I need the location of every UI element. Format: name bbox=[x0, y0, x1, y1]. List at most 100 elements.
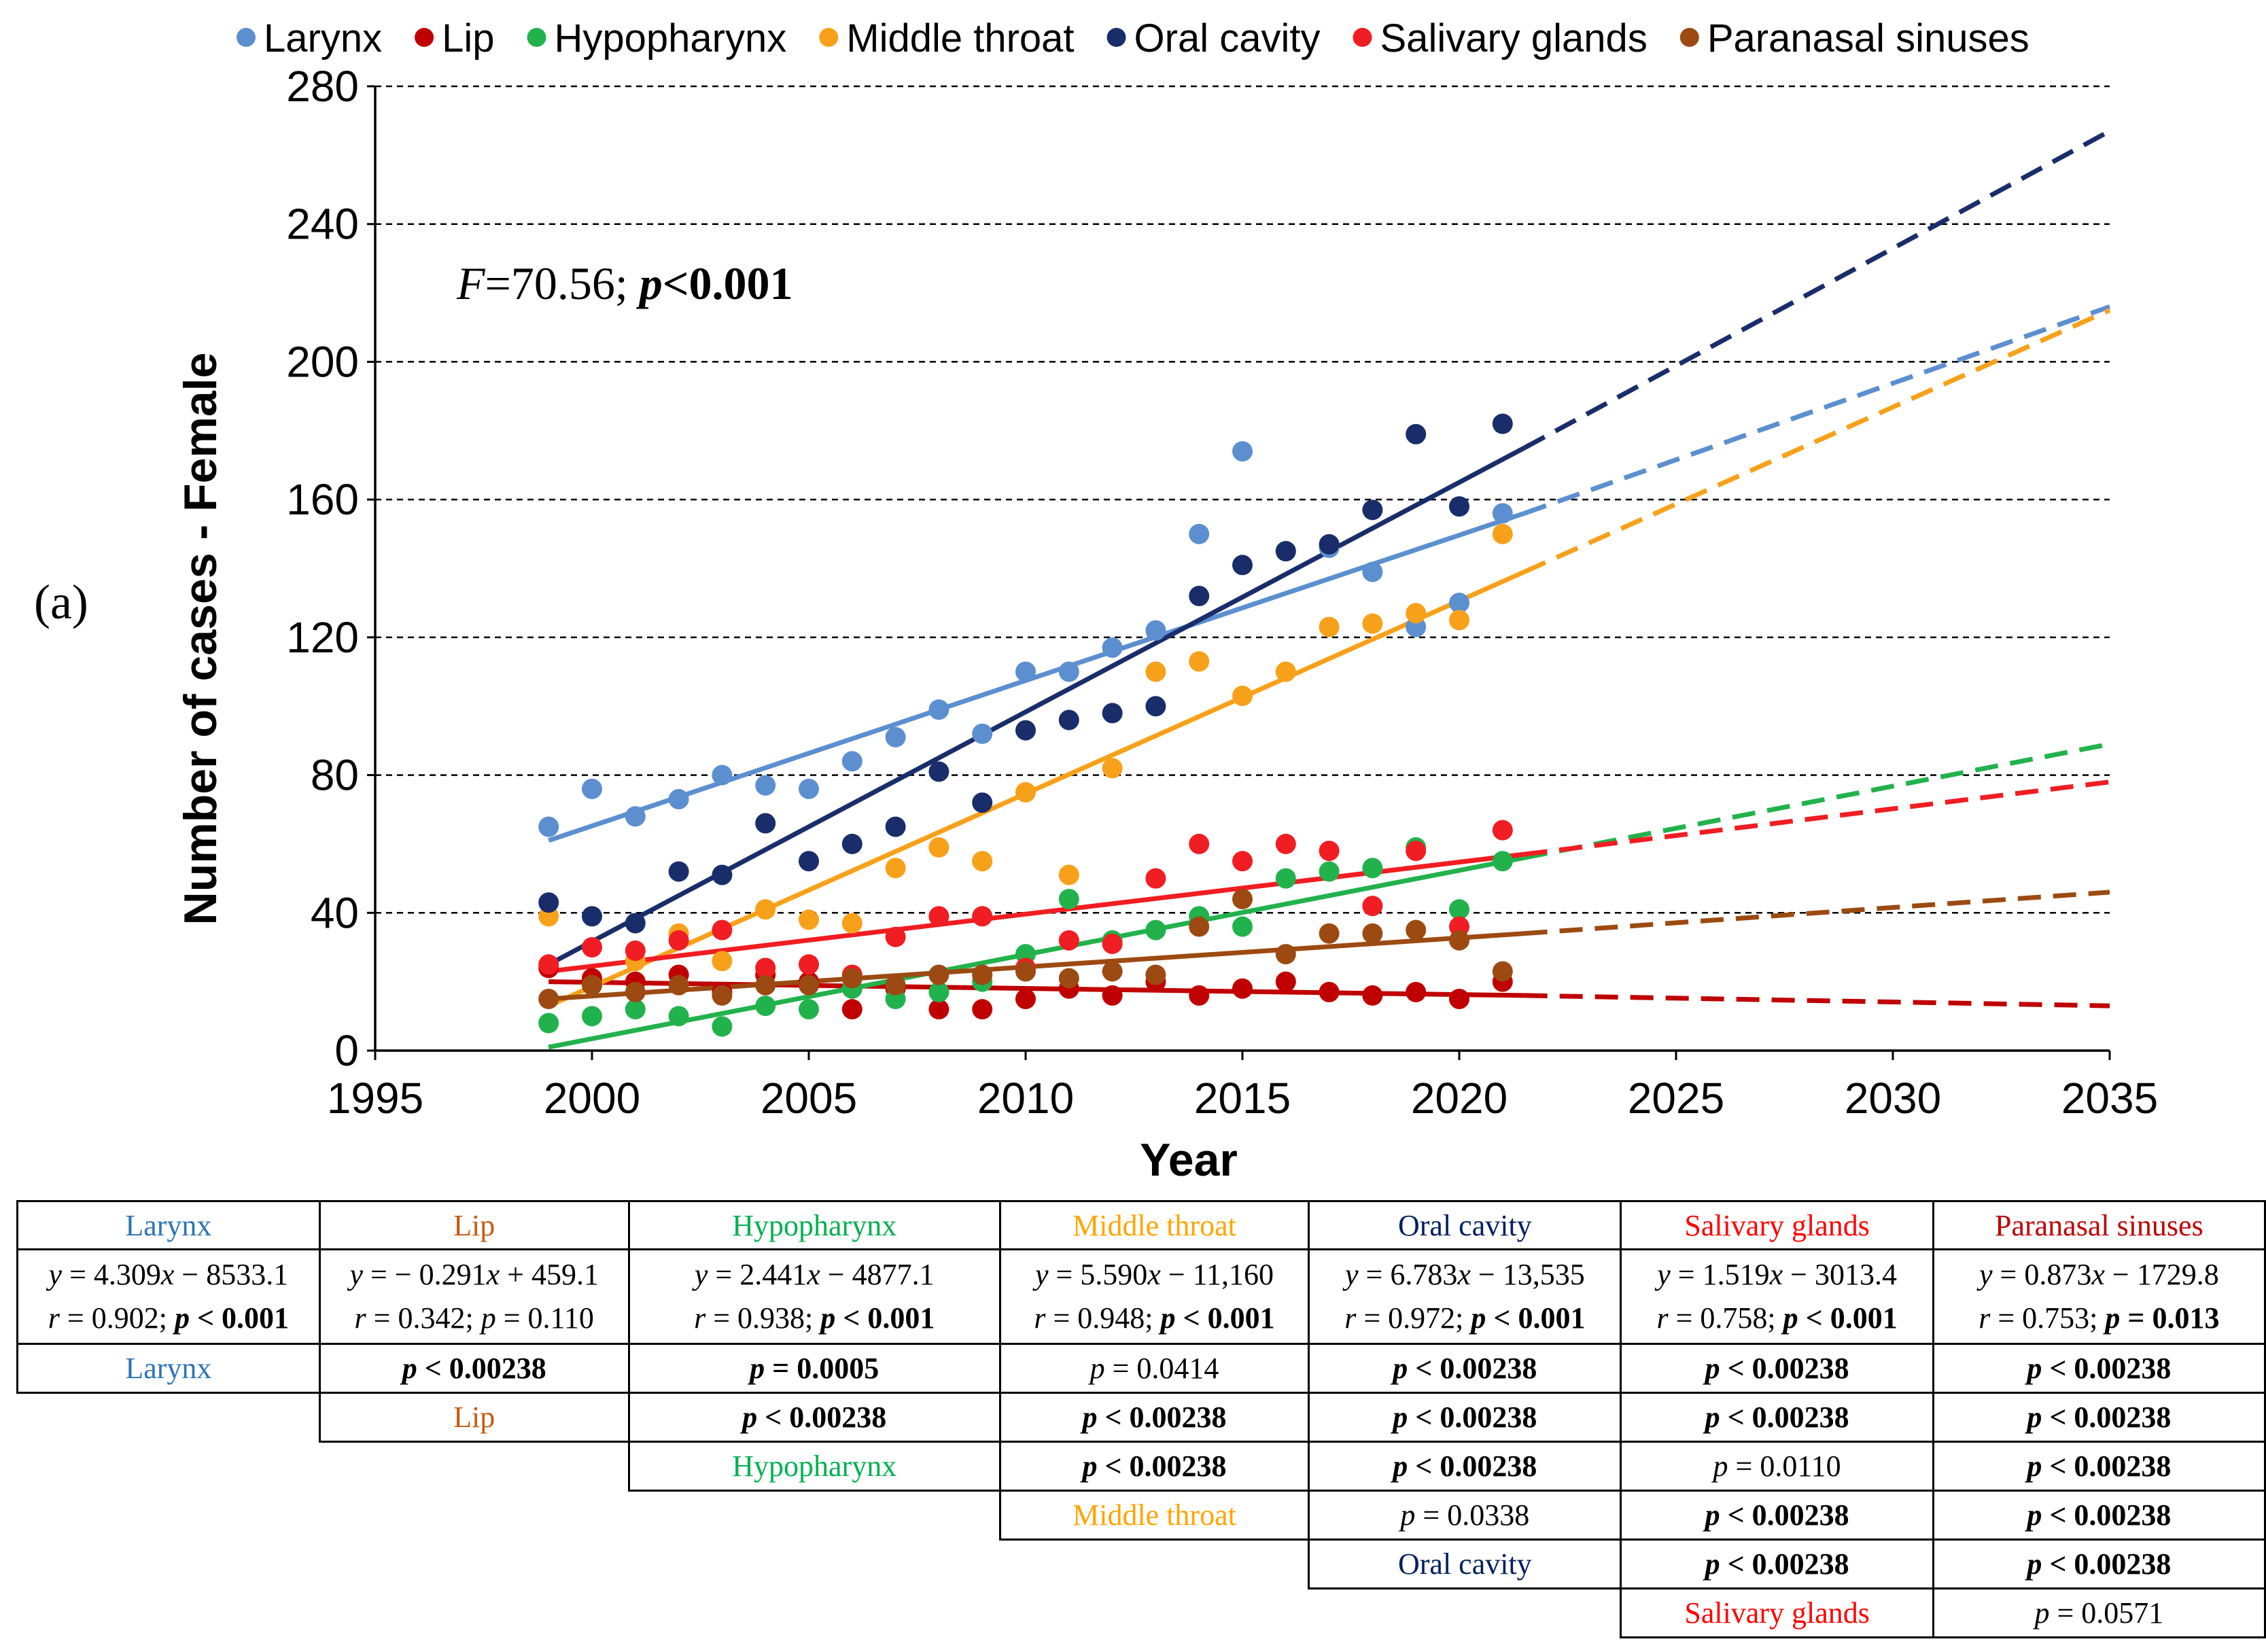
point-oral-cavity bbox=[885, 816, 906, 837]
point-lip bbox=[972, 999, 993, 1020]
p-value-cell: p < 0.00238 bbox=[1308, 1441, 1622, 1492]
point-paranasal-sinuses bbox=[712, 985, 733, 1006]
point-middle-throat bbox=[885, 858, 906, 879]
comparison-label-salivary-glands: Salivary glands bbox=[1620, 1587, 1934, 1638]
point-salivary-glands bbox=[1406, 841, 1427, 862]
point-middle-throat bbox=[799, 909, 819, 930]
point-hypopharynx bbox=[928, 981, 949, 1002]
point-paranasal-sinuses bbox=[928, 964, 949, 985]
point-paranasal-sinuses bbox=[885, 974, 906, 996]
legend-marker-salivary-glands bbox=[1353, 28, 1372, 47]
p-value-cell: p = 0.0414 bbox=[998, 1343, 1310, 1394]
fit-line-oral-cavity bbox=[547, 446, 1526, 967]
point-salivary-glands bbox=[1492, 820, 1513, 841]
y-axis-label: Number of cases - Female bbox=[175, 353, 226, 926]
point-middle-throat bbox=[1015, 781, 1036, 803]
point-paranasal-sinuses bbox=[1319, 923, 1340, 944]
comparison-label-middle-throat: Middle throat bbox=[998, 1490, 1310, 1541]
projection-line-lip bbox=[1524, 993, 2110, 1008]
equation-cell-paranasal-sinuses: y = 0.873x − 1729.8 r = 0.753; p = 0.013 bbox=[1932, 1248, 2266, 1345]
p-value-cell: p < 0.00238 bbox=[1308, 1343, 1622, 1394]
legend-marker-middle-throat bbox=[819, 28, 839, 47]
point-larynx bbox=[668, 789, 689, 810]
point-oral-cavity bbox=[1362, 499, 1383, 521]
point-oral-cavity bbox=[928, 761, 949, 782]
point-hypopharynx bbox=[1319, 861, 1340, 882]
point-middle-throat bbox=[1058, 864, 1079, 885]
p-value-cell: p < 0.00238 bbox=[1932, 1392, 2266, 1443]
p-value-cell: p = 0.0338 bbox=[1308, 1490, 1622, 1541]
point-salivary-glands bbox=[1058, 930, 1079, 951]
table-header-oral-cavity: Oral cavity bbox=[1308, 1200, 1622, 1250]
point-larynx bbox=[1058, 661, 1079, 682]
y-tick-label: 240 bbox=[286, 200, 359, 249]
point-middle-throat bbox=[1189, 651, 1210, 672]
point-oral-cavity bbox=[582, 906, 602, 927]
point-hypopharynx bbox=[668, 1006, 689, 1027]
chart-points bbox=[538, 413, 1513, 1037]
p-value-cell: p < 0.00238 bbox=[1620, 1392, 1934, 1443]
point-hypopharynx bbox=[1145, 919, 1166, 941]
fit-line-lip bbox=[548, 979, 1524, 998]
p-value-cell: p < 0.00238 bbox=[998, 1392, 1310, 1443]
x-axis-label: Year bbox=[1140, 1134, 1238, 1186]
blank-cell bbox=[1000, 1540, 1308, 1589]
point-paranasal-sinuses bbox=[668, 974, 689, 996]
point-larynx bbox=[1362, 561, 1383, 582]
point-hypopharynx bbox=[1449, 899, 1469, 920]
legend-label-hypopharynx: Hypopharynx bbox=[555, 16, 787, 60]
fit-line-paranasal-sinuses bbox=[548, 931, 1524, 1002]
legend-marker-hypopharynx bbox=[527, 28, 546, 47]
point-salivary-glands bbox=[712, 919, 733, 941]
point-middle-throat bbox=[1406, 603, 1427, 624]
point-oral-cavity bbox=[1232, 555, 1253, 576]
point-lip bbox=[841, 999, 862, 1020]
p-value-cell: p < 0.00238 bbox=[318, 1343, 630, 1394]
point-paranasal-sinuses bbox=[799, 974, 819, 996]
x-tick-label: 2025 bbox=[1628, 1074, 1724, 1123]
x-tick-label: 2020 bbox=[1411, 1074, 1507, 1123]
point-oral-cavity bbox=[972, 792, 993, 813]
point-lip bbox=[1189, 985, 1210, 1006]
point-larynx bbox=[582, 778, 602, 799]
point-hypopharynx bbox=[755, 996, 776, 1017]
point-salivary-glands bbox=[1319, 841, 1340, 862]
projection-line-oral-cavity bbox=[1523, 128, 2111, 451]
point-larynx bbox=[841, 751, 862, 772]
blank-cell bbox=[18, 1589, 320, 1638]
equation-cell-middle-throat: y = 5.590x − 11,160 r = 0.948; p < 0.001 bbox=[998, 1248, 1310, 1345]
comparison-row-hypopharynx: Hypopharynx p < 0.00238 p < 0.00238 p = 0.0… bbox=[18, 1441, 2266, 1492]
point-oral-cavity bbox=[755, 813, 776, 834]
p-value-cell: p < 0.00238 bbox=[1620, 1490, 1934, 1541]
legend-marker-larynx bbox=[237, 28, 256, 47]
chart-legend: Larynx Lip Hypopharynx Middle throat Oral ca… bbox=[237, 16, 2029, 60]
projection-line-paranasal-sinuses bbox=[1524, 890, 2110, 936]
blank-cell bbox=[18, 1540, 320, 1589]
equation-cell-oral-cavity: y = 6.783x − 13,535 r = 0.972; p < 0.001 bbox=[1308, 1248, 1622, 1345]
point-hypopharynx bbox=[625, 999, 646, 1020]
point-middle-throat bbox=[1449, 610, 1469, 631]
stat-annotation: F=70.56; p<0.001 bbox=[456, 258, 793, 309]
comparison-row-salivary-glands: Salivary glands p = 0.0571 bbox=[18, 1587, 2266, 1638]
p-value-cell: p < 0.00238 bbox=[1932, 1343, 2266, 1394]
point-larynx bbox=[1189, 523, 1210, 544]
regression-table: Larynx Lip Hypopharynx Middle throat Oral ca… bbox=[16, 1200, 2266, 1638]
legend-label-paranasal-sinuses: Paranasal sinuses bbox=[1707, 16, 2029, 60]
point-larynx bbox=[755, 775, 776, 796]
table-header-salivary-glands: Salivary glands bbox=[1620, 1200, 1934, 1250]
point-salivary-glands bbox=[1189, 833, 1210, 854]
point-middle-throat bbox=[1102, 758, 1123, 779]
y-tick-label: 200 bbox=[286, 337, 359, 386]
point-paranasal-sinuses bbox=[1362, 923, 1383, 944]
point-middle-throat bbox=[1362, 613, 1383, 634]
point-hypopharynx bbox=[538, 1013, 559, 1034]
point-oral-cavity bbox=[712, 864, 733, 885]
projection-line-larynx bbox=[1523, 304, 2111, 516]
point-hypopharynx bbox=[1362, 858, 1383, 879]
y-tick-label: 80 bbox=[311, 751, 359, 800]
point-larynx bbox=[928, 699, 949, 720]
projection-line-middle-throat bbox=[1523, 308, 2111, 574]
point-lip bbox=[1362, 985, 1383, 1006]
point-salivary-glands bbox=[972, 906, 993, 927]
point-middle-throat bbox=[1492, 523, 1513, 544]
